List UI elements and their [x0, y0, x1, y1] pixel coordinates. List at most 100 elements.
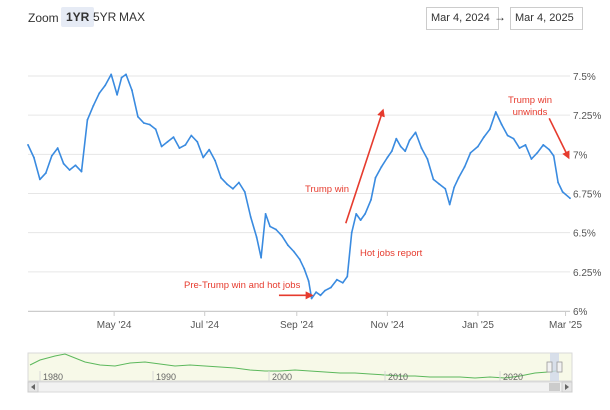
data-point: [420, 147, 423, 149]
data-point: [196, 140, 199, 143]
data-point: [477, 145, 479, 148]
data-point: [438, 183, 441, 186]
data-point: [512, 137, 515, 140]
data-point: [414, 131, 417, 134]
data-point: [214, 159, 217, 162]
data-point: [298, 258, 301, 261]
data-point: [319, 294, 322, 297]
navigator-year-label: 2010: [388, 372, 408, 382]
data-point: [408, 139, 411, 142]
data-point: [56, 147, 59, 149]
data-point: [310, 297, 313, 300]
data-point: [432, 178, 435, 181]
data-point: [226, 183, 228, 186]
data-point: [292, 250, 295, 253]
series-group: [27, 73, 571, 300]
y-tick-label: 7%: [573, 150, 588, 161]
navigator-line: [29, 353, 557, 379]
data-point: [303, 267, 306, 270]
annotation-label: Hot jobs report: [360, 248, 423, 259]
navigator-handle-right: [556, 361, 563, 373]
data-point: [27, 144, 29, 146]
date-to-input[interactable]: Mar 4, 2025: [510, 7, 583, 30]
data-point: [386, 156, 389, 159]
data-point: [136, 115, 139, 118]
grid-lines: [28, 75, 570, 312]
data-point: [380, 165, 383, 168]
data-point: [444, 187, 447, 190]
data-point: [286, 244, 289, 247]
data-point: [110, 73, 113, 76]
data-point: [350, 231, 353, 234]
annotation-label: Trump win unwinds: [508, 95, 552, 118]
annotation-arrow: [548, 117, 570, 160]
data-point: [232, 187, 234, 190]
zoom-1yr-button[interactable]: 1YR: [61, 7, 95, 27]
toolbar: Zoom 1YR 5YR MAX Mar 4, 2024 → Mar 4, 20…: [0, 0, 610, 36]
data-point: [160, 145, 163, 148]
data-point: [506, 134, 509, 137]
navigator-year-label: 2000: [272, 372, 292, 382]
data-point: [148, 123, 151, 126]
data-point: [399, 145, 402, 148]
data-point: [500, 123, 503, 126]
data-point: [355, 212, 358, 215]
data-point: [38, 178, 41, 181]
series-line: [27, 73, 571, 300]
data-point: [374, 176, 377, 179]
data-point: [364, 212, 366, 215]
data-point: [44, 172, 47, 175]
data-point: [154, 128, 157, 131]
data-point: [346, 275, 349, 278]
zoom-max-button[interactable]: MAX: [119, 10, 146, 24]
annotations-group: Pre-Trump win and hot jobs Trump win Hot j…: [184, 95, 570, 300]
data-point: [62, 162, 65, 165]
data-point: [249, 216, 252, 218]
data-point: [330, 286, 332, 289]
data-point: [125, 73, 127, 76]
data-point: [172, 136, 175, 139]
data-point: [370, 198, 372, 201]
y-tick-label: 7.5%: [573, 72, 596, 83]
annotation-line: Trump win: [508, 95, 552, 106]
y-tick-label: 6%: [573, 307, 588, 318]
data-point: [190, 134, 193, 137]
data-point: [569, 197, 571, 200]
data-point: [74, 164, 77, 167]
data-point: [335, 278, 338, 281]
annotation-arrow: [345, 108, 385, 224]
navigator-selection: [550, 353, 559, 381]
data-point: [315, 291, 317, 294]
x-tick-label: Sep '24: [280, 320, 314, 331]
y-tick-label: 6.75%: [573, 190, 601, 201]
date-from-input[interactable]: Mar 4, 2024: [426, 7, 499, 30]
data-point: [220, 176, 222, 179]
data-point: [457, 176, 460, 179]
data-point: [341, 281, 344, 284]
data-point: [80, 170, 83, 173]
x-axis: May '24 Jul '24 Sep '24 Nov '24 Jan '25 Mar '…: [97, 311, 582, 331]
zoom-5yr-button[interactable]: 5YR: [93, 10, 117, 24]
data-point: [208, 148, 211, 151]
scroll-right-icon: [565, 384, 569, 390]
data-point: [166, 140, 169, 143]
data-point: [359, 219, 362, 222]
data-point: [33, 156, 35, 159]
data-point: [542, 144, 545, 146]
navigator-panel: [27, 352, 573, 382]
y-tick-label: 6.5%: [573, 229, 596, 240]
x-tick-label: Jul '24: [190, 320, 219, 331]
data-point: [324, 289, 326, 292]
data-point: [482, 136, 485, 139]
data-point: [269, 225, 271, 228]
data-point: [202, 156, 205, 159]
data-point: [453, 186, 456, 189]
date-range-arrow: →: [494, 10, 506, 24]
data-point: [494, 111, 497, 113]
navigator: 1980 1990 2000 2010 2020: [27, 352, 573, 393]
x-tick-label: Nov '24: [371, 320, 405, 331]
data-point: [243, 191, 246, 193]
data-point: [255, 236, 258, 239]
data-point: [237, 181, 240, 184]
